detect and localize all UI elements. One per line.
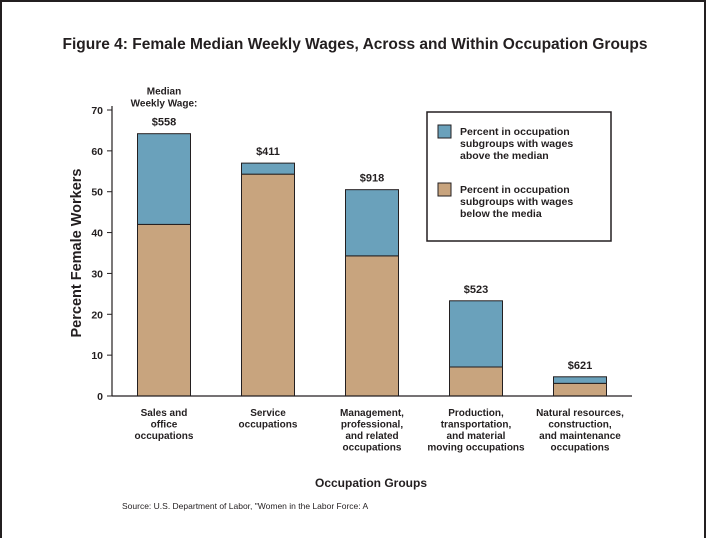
bar-segment-below-median-4 bbox=[449, 366, 503, 397]
median-wage-label-3: $918 bbox=[360, 173, 384, 185]
plot-area: Percent Female Workers 0 10 20 30 40 50 60 70 $55… bbox=[69, 87, 632, 454]
x-category-label-1-line-2: office bbox=[151, 420, 178, 431]
y-tick-label-20: 20 bbox=[91, 309, 103, 321]
chart-title: Figure 4: Female Median Weekly Wages, Ac… bbox=[63, 36, 648, 53]
x-category-label-1-line-1: Sales and bbox=[141, 408, 188, 419]
x-axis-title: Occupation Groups bbox=[315, 476, 427, 490]
y-tick-label-70: 70 bbox=[91, 105, 103, 117]
median-wage-label-2: $411 bbox=[256, 146, 280, 158]
bar-segment-below-median-3 bbox=[345, 255, 399, 397]
legend-swatch-below-median bbox=[437, 182, 452, 197]
legend-label-below-median-line-1: Percent in occupation bbox=[460, 184, 570, 196]
x-category-label-4-line-3: and material bbox=[447, 431, 506, 442]
x-category-label-3-line-3: and related bbox=[345, 431, 398, 442]
bar-segment-above-median-3 bbox=[345, 189, 399, 257]
legend-label-above-median-line-1: Percent in occupation bbox=[460, 126, 570, 138]
y-tick-label-60: 60 bbox=[91, 146, 103, 158]
y-axis-title: Percent Female Workers bbox=[69, 169, 85, 338]
legend-label-below-median-line-2: subgroups with wages bbox=[460, 196, 573, 208]
bar-segment-above-median-5 bbox=[553, 376, 607, 384]
y-tick-label-40: 40 bbox=[91, 228, 103, 240]
legend-label-below-median-line-3: below the media bbox=[460, 208, 542, 220]
median-wage-label-4: $523 bbox=[464, 284, 488, 296]
x-category-label-5-line-4: occupations bbox=[551, 443, 610, 454]
bar-segment-above-median-2 bbox=[241, 162, 295, 175]
legend-swatch-above-median bbox=[437, 124, 452, 139]
x-category-label-1-line-3: occupations bbox=[135, 431, 194, 442]
x-category-label-5-line-3: and maintenance bbox=[539, 431, 621, 442]
bar-segment-below-median-5 bbox=[553, 382, 607, 397]
x-category-label-5-line-2: construction, bbox=[548, 420, 612, 431]
x-category-label-4-line-2: transportation, bbox=[441, 420, 512, 431]
y-tick-label-30: 30 bbox=[91, 268, 103, 280]
x-category-label-4-line-1: Production, bbox=[448, 408, 504, 419]
y-tick-label-50: 50 bbox=[91, 187, 103, 199]
x-category-label-5-line-1: Natural resources, bbox=[536, 408, 624, 419]
y-tick-label-10: 10 bbox=[91, 350, 103, 362]
bar-segment-above-median-4 bbox=[449, 300, 503, 368]
x-category-label-2-line-2: occupations bbox=[239, 420, 298, 431]
median-wage-label-5: $621 bbox=[568, 360, 592, 372]
median-wage-label-1: $558 bbox=[152, 117, 176, 129]
x-category-label-2-line-1: Service bbox=[250, 408, 286, 419]
source-note: Source: U.S. Department of Labor, "Women… bbox=[122, 501, 369, 511]
median-wage-heading-line-2: Weekly Wage: bbox=[131, 99, 198, 110]
legend-label-above-median-line-2: subgroups with wages bbox=[460, 138, 573, 150]
median-wage-heading-line-1: Median bbox=[147, 87, 181, 98]
x-category-label-3-line-4: occupations bbox=[343, 443, 402, 454]
y-tick-label-0: 0 bbox=[97, 391, 103, 403]
x-category-label-3-line-2: professional, bbox=[341, 420, 403, 431]
legend-box bbox=[426, 111, 612, 242]
x-category-label-3-line-1: Management, bbox=[340, 408, 404, 419]
x-category-label-4-line-4: moving occupations bbox=[427, 443, 525, 454]
bar-segment-above-median-1 bbox=[137, 133, 191, 225]
legend-label-above-median-line-3: above the median bbox=[460, 150, 549, 162]
bar-segment-below-median-2 bbox=[241, 173, 295, 397]
bar-segment-below-median-1 bbox=[137, 223, 191, 397]
